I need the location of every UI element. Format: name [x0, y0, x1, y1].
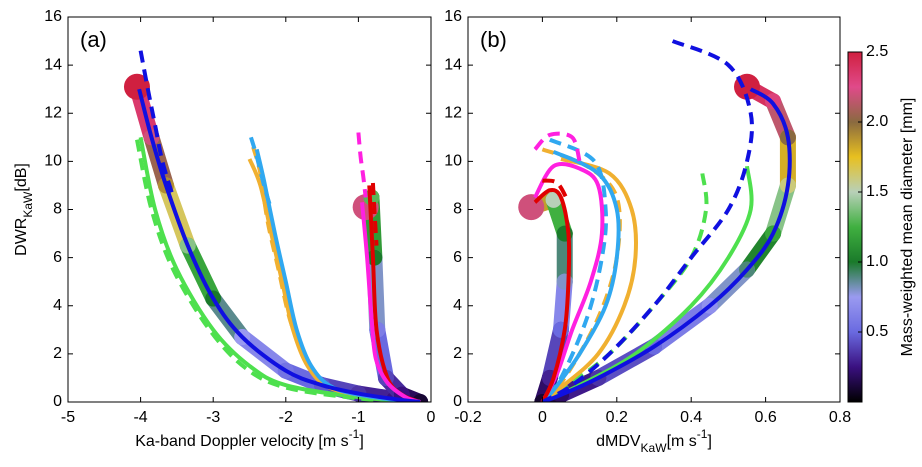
series-line [249, 136, 274, 211]
series-line [541, 157, 638, 402]
axis-label: DWRKaW[dB] [13, 163, 35, 256]
y-tick-label: 10 [44, 153, 62, 170]
y-tick-label: 0 [453, 393, 462, 410]
series-line [370, 182, 379, 246]
series-line [541, 87, 792, 402]
y-tick-label: 6 [453, 249, 462, 266]
colormap-point [123, 73, 150, 100]
series-line [138, 50, 176, 199]
axis-label: dMDVKaW[m s-1] [596, 427, 712, 455]
series-line [541, 39, 754, 402]
series-line [533, 131, 582, 162]
colormap-point [545, 191, 562, 208]
y-tick-label: 16 [444, 8, 462, 25]
series-line [533, 161, 605, 402]
x-tick-label: -1 [351, 409, 365, 426]
label-part: KaW [641, 441, 668, 455]
x-tick-label: 0 [427, 409, 436, 426]
colorbar [847, 51, 863, 403]
colorbar-tick-label: 2.0 [866, 113, 888, 130]
y-tick-label: 0 [53, 393, 62, 410]
label-part: DWR [13, 218, 30, 256]
label-part: dMDV [596, 433, 641, 450]
axis-label: Ka-band Doppler velocity [m s-1] [135, 427, 364, 450]
y-tick-label: 14 [44, 56, 62, 73]
colorbar-label: Mass-weighted mean diameter [mm] [899, 98, 916, 357]
plot-area [123, 50, 429, 402]
x-tick-label: -5 [61, 409, 75, 426]
x-tick-label: 0.4 [680, 409, 702, 426]
y-tick-label: 12 [444, 104, 462, 121]
label-part: KaW [21, 191, 35, 218]
label-part: Ka-band Doppler velocity [m s [135, 433, 348, 450]
colorbar-tick-label: 1.5 [866, 183, 888, 200]
colormap-segment [553, 273, 573, 338]
x-tick-label: -4 [133, 409, 147, 426]
y-tick-label: 14 [444, 56, 462, 73]
label-part: -1 [349, 427, 360, 441]
x-tick-label: 0 [538, 409, 547, 426]
panel-label: (a) [80, 27, 107, 52]
series-line [533, 188, 572, 402]
label-part: [m s [667, 433, 697, 450]
y-tick-label: 10 [444, 153, 462, 170]
series-line [542, 178, 571, 204]
panel-label: (b) [480, 27, 507, 52]
series-line [356, 132, 368, 198]
x-tick-label: 0.6 [754, 409, 776, 426]
colorbar-tick-label: 1.0 [866, 253, 888, 270]
series-line [540, 137, 609, 402]
x-tick-label: -2 [279, 409, 293, 426]
colormap-segment [541, 321, 569, 386]
label-part: -1 [697, 427, 708, 441]
label-part: ] [359, 433, 363, 450]
colorbar-tick-label: 2.5 [866, 43, 888, 60]
x-tick-label: 0.8 [829, 409, 851, 426]
y-tick-label: 2 [53, 345, 62, 362]
series-line [541, 173, 709, 402]
series-line [360, 202, 421, 402]
series-line [137, 88, 421, 402]
label-part: [dB] [13, 163, 30, 191]
y-tick-label: 2 [453, 345, 462, 362]
x-tick-label: -3 [206, 409, 220, 426]
y-tick-label: 4 [453, 297, 462, 314]
y-tick-label: 8 [53, 201, 62, 218]
y-tick-label: 8 [453, 201, 462, 218]
plot-area [518, 39, 796, 402]
x-tick-label: -0.2 [454, 409, 482, 426]
y-tick-label: 4 [53, 297, 62, 314]
series-line [135, 139, 417, 402]
x-tick-label: 0.2 [606, 409, 628, 426]
label-part: ] [707, 433, 711, 450]
y-tick-label: 16 [44, 8, 62, 25]
y-tick-label: 12 [44, 104, 62, 121]
y-tick-label: 6 [53, 249, 62, 266]
colorbar-tick-label: 0.5 [866, 323, 888, 340]
